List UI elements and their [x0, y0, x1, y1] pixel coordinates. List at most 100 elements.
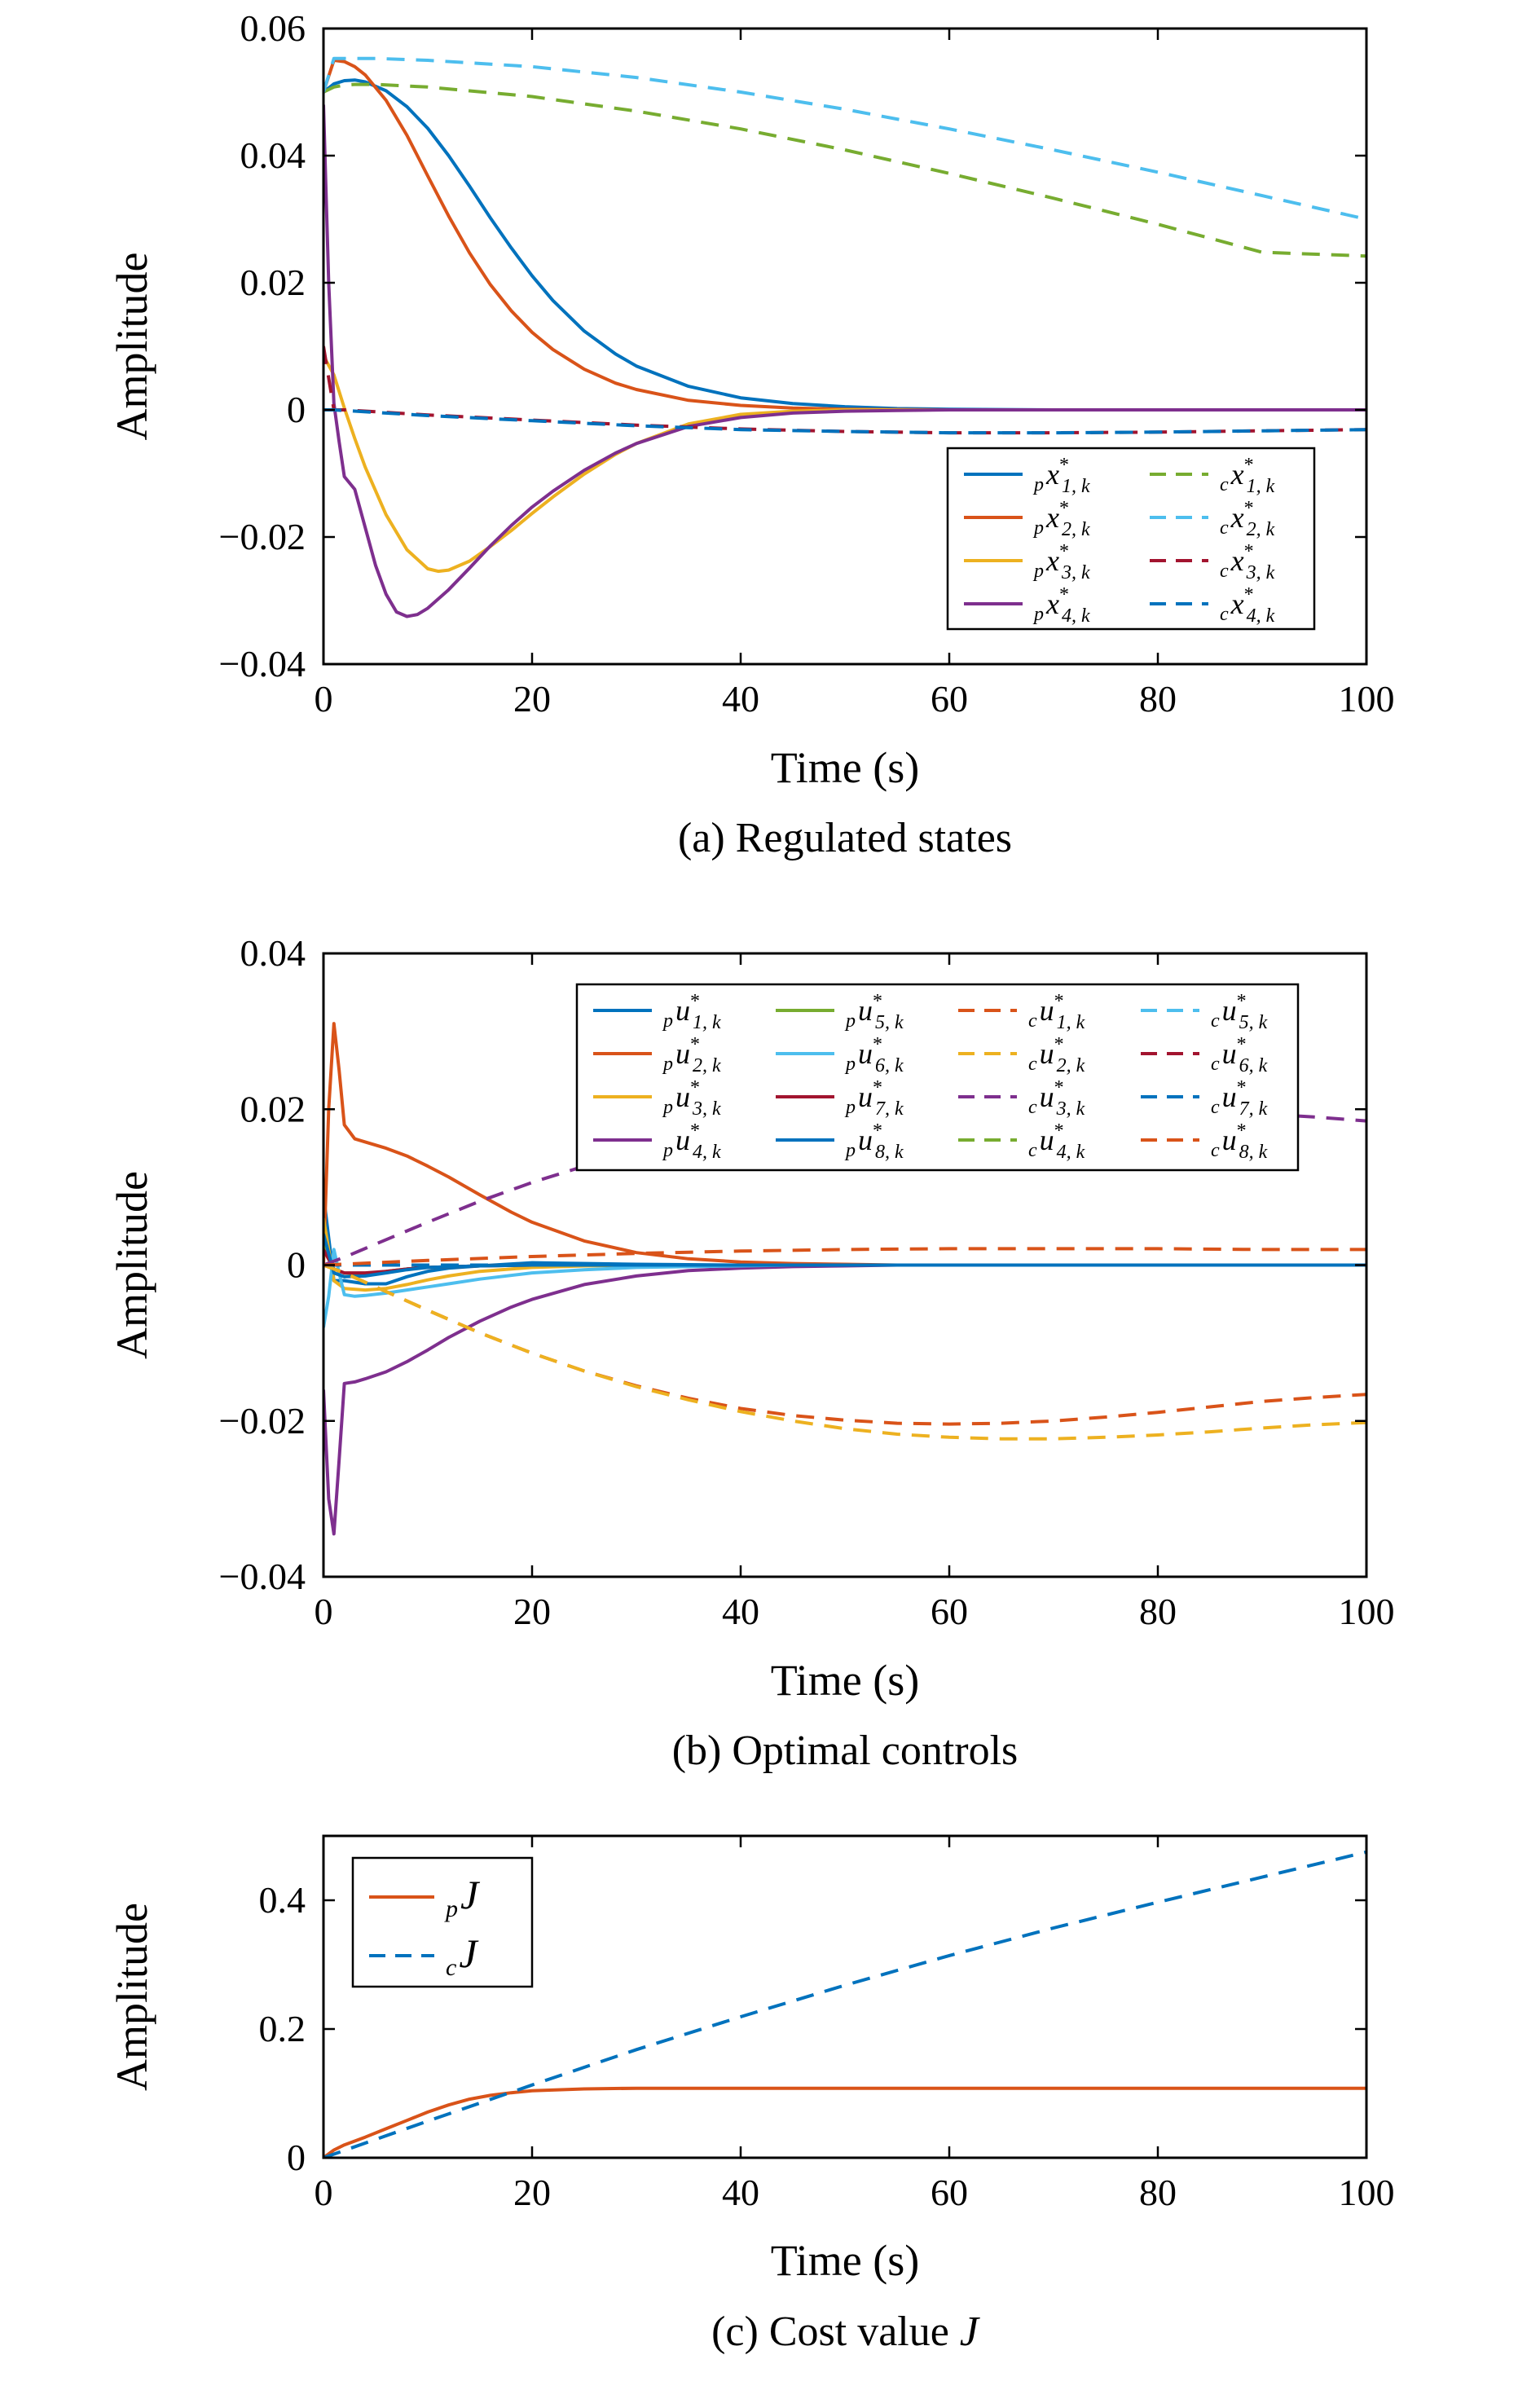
- chart-a: 0 20 40 60 80 100 0.06 0.04 0.02 0 −0.02 −0.04 Time …: [108, 7, 1395, 861]
- legend-symbol: u: [1222, 1081, 1237, 1113]
- legend-symbol: u: [858, 1124, 873, 1156]
- legend-prefix: p: [844, 1097, 856, 1118]
- x-tick-label: 60: [931, 2172, 968, 2213]
- x-tick-label: 20: [513, 1591, 551, 1632]
- legend-symbol: x: [1230, 544, 1244, 577]
- x-tick-label: 20: [513, 678, 551, 720]
- y-tick-label: 0: [287, 1244, 306, 1286]
- legend-subscript: 2, k: [1062, 519, 1090, 540]
- y-tick-label: 0.2: [259, 2008, 306, 2049]
- legend-prefix: p: [1032, 604, 1044, 625]
- legend-symbol: u: [675, 1037, 690, 1070]
- x-tick-label: 80: [1139, 2172, 1177, 2213]
- legend-prefix: p: [662, 1140, 673, 1161]
- legend-symbol: u: [1222, 1124, 1237, 1156]
- y-tick-label: 0: [287, 389, 306, 430]
- legend-prefix: c: [1220, 604, 1229, 625]
- legend-star: *: [690, 991, 700, 1012]
- x-axis-label: Time (s): [771, 1656, 920, 1705]
- legend-subscript: 1, k: [1057, 1012, 1085, 1033]
- legend-subscript: 1, k: [1247, 476, 1275, 497]
- x-tick-label: 80: [1139, 1591, 1177, 1632]
- legend-prefix: c: [1211, 1097, 1220, 1118]
- series-line-cx2: [323, 56, 1366, 221]
- legend-symbol: x: [1230, 588, 1244, 620]
- legend-symbol: u: [1040, 1037, 1054, 1070]
- legend-symbol: u: [858, 994, 873, 1027]
- x-tick-label: 20: [513, 2172, 551, 2213]
- legend-entry: cx* 4, k: [1220, 584, 1275, 627]
- caption-symbol: J: [960, 2309, 981, 2355]
- legend-subscript: 6, k: [1239, 1055, 1268, 1076]
- legend-symbol: u: [1222, 1037, 1237, 1070]
- legend-symbol: x: [1045, 588, 1059, 620]
- axes-frame: [322, 27, 1368, 666]
- series-line-px1: [323, 78, 1366, 412]
- legend-star: *: [690, 1077, 700, 1098]
- legend-subscript: 4, k: [1247, 605, 1275, 627]
- legend-star: *: [873, 1034, 882, 1055]
- y-tick-label: 0.02: [240, 1088, 306, 1129]
- legend-prefix: p: [1032, 561, 1044, 582]
- legend-star: *: [1059, 455, 1069, 476]
- legend-entry: pu* 4, k: [662, 1120, 721, 1163]
- series-line-pu6: [323, 1248, 1366, 1328]
- legend-prefix: p: [662, 1010, 673, 1032]
- y-tick-label: 0.04: [240, 134, 306, 176]
- legend-entry: pJ: [444, 1872, 481, 1922]
- x-tick-label: 0: [315, 678, 333, 720]
- legend: px* 1, kpx* 2, kpx* 3, kpx* 4, kcx* 1, kcx* 2,…: [946, 447, 1316, 631]
- series-line-cu8: [323, 1247, 1366, 1267]
- legend-entry: cu* 4, k: [1028, 1120, 1085, 1163]
- y-tick-label: −0.04: [219, 643, 306, 684]
- series-line-cx4: [323, 408, 1366, 435]
- legend-prefix: c: [446, 1954, 456, 1981]
- legend-symbol: u: [675, 994, 690, 1027]
- x-tick-label: 0: [315, 1591, 333, 1632]
- legend-star: *: [1237, 1077, 1247, 1098]
- legend-symbol: u: [858, 1037, 873, 1070]
- legend-subscript: 3, k: [1246, 562, 1275, 583]
- legend-subscript: 5, k: [1239, 1012, 1268, 1033]
- legend-prefix: c: [1028, 1054, 1037, 1075]
- legend-entry: pu* 1, k: [662, 991, 721, 1033]
- legend-subscript: 3, k: [692, 1098, 721, 1120]
- legend-symbol: u: [1040, 994, 1054, 1027]
- x-tick-label: 100: [1339, 1591, 1395, 1632]
- legend-symbol: u: [675, 1124, 690, 1156]
- legend-subscript: 2, k: [693, 1055, 721, 1076]
- legend-star: *: [1237, 991, 1247, 1012]
- legend-star: *: [1054, 1034, 1064, 1055]
- legend-symbol: J: [459, 1930, 479, 1976]
- legend-prefix: p: [844, 1140, 856, 1161]
- y-tick-label: 0.02: [240, 262, 306, 303]
- legend-prefix: p: [662, 1054, 673, 1075]
- legend-star: *: [1059, 584, 1069, 605]
- caption-text: (b) Optimal controls: [672, 1728, 1019, 1774]
- x-tick-label: 0: [315, 2172, 333, 2213]
- legend-box: [351, 1856, 534, 1988]
- legend-entry: cx* 3, k: [1220, 541, 1275, 583]
- legend-symbol: u: [1222, 994, 1237, 1027]
- legend-entry: px* 4, k: [1032, 584, 1090, 627]
- legend-star: *: [1054, 991, 1064, 1012]
- legend-subscript: 1, k: [693, 1012, 721, 1033]
- legend-star: *: [873, 1120, 882, 1142]
- legend-symbol: x: [1230, 458, 1244, 491]
- legend-prefix: c: [1211, 1054, 1220, 1075]
- legend-subscript: 2, k: [1247, 519, 1275, 540]
- legend-prefix: p: [844, 1010, 856, 1032]
- legend-star: *: [1244, 584, 1254, 605]
- legend-star: *: [1244, 455, 1254, 476]
- y-axis-label: Amplitude: [108, 253, 156, 441]
- series-line-cx3: [323, 346, 1366, 435]
- legend-box: [946, 447, 1316, 631]
- series-line-px4: [323, 104, 1366, 618]
- x-tick-label: 100: [1339, 2172, 1395, 2213]
- legend-entry: pu* 8, k: [844, 1120, 904, 1163]
- chart-caption: (b) Optimal controls: [672, 1728, 1019, 1774]
- legend-prefix: p: [444, 1895, 458, 1922]
- legend-entry: cu* 5, k: [1211, 991, 1268, 1033]
- legend-subscript: 7, k: [1239, 1098, 1268, 1120]
